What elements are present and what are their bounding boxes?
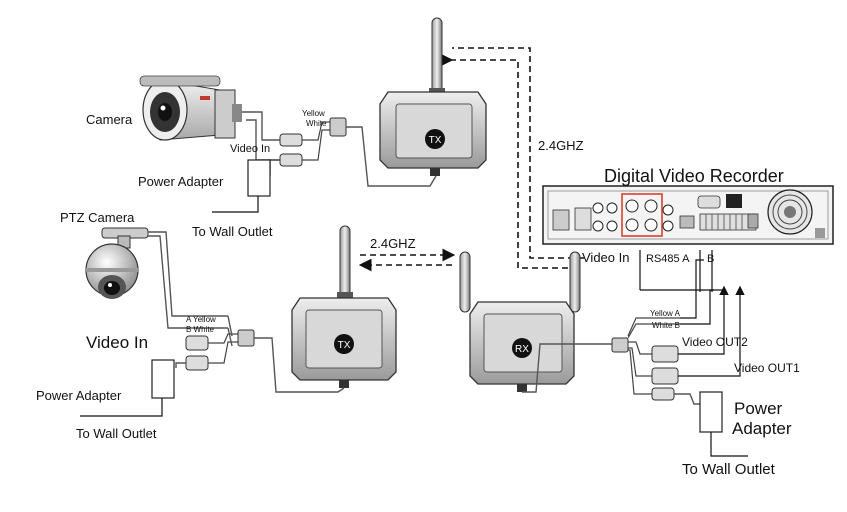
rf-link-top [440, 47, 584, 269]
video-in-left-label: Video In [86, 333, 148, 352]
antenna-icon [339, 225, 351, 297]
tx-transmitter-top: TX [379, 17, 487, 176]
video-in-top-label: Video In [230, 143, 270, 155]
digital-video-recorder [542, 185, 834, 245]
bnc-inputs [592, 202, 618, 232]
freq-top-label: 2.4GHZ [538, 138, 584, 153]
power-adapter-top-label: Power Adapter [138, 174, 224, 189]
power-adapter-icon [699, 391, 723, 433]
wall-outlet-left-label: To Wall Outlet [76, 426, 157, 441]
wire-a-yellow: A Yellow [186, 315, 216, 324]
rs485-terminal [699, 213, 757, 231]
video-in-dvr-label: Video In [582, 250, 629, 265]
rf-link-middle [358, 248, 456, 272]
rx-receiver: RX [459, 251, 581, 392]
antenna-icon [431, 17, 443, 93]
power-adapter-left-label: Power Adapter [36, 388, 122, 403]
wire-white-b: White B [652, 321, 680, 330]
ptz-camera-label: PTZ Camera [60, 210, 135, 225]
wiring-right [522, 250, 748, 457]
camera-label: Camera [86, 112, 133, 127]
video-out2-label: Video OUT2 [682, 335, 748, 349]
video-in-highlight [621, 193, 663, 237]
antenna-icon [569, 251, 581, 313]
wiring-top [212, 111, 437, 213]
video-out1-label: Video OUT1 [734, 361, 800, 375]
wire-white-top: White [306, 119, 327, 128]
power-adapter-right-line1: Power [734, 399, 783, 418]
freq-middle-label: 2.4GHZ [370, 236, 416, 251]
ptz-dome-camera [85, 227, 149, 299]
tx-badge-top [425, 129, 445, 149]
tx-transmitter-bottom: TX [291, 225, 397, 388]
wire-yellow-a: Yellow A [650, 309, 681, 318]
wiring-left [80, 231, 345, 417]
wall-outlet-top-label: To Wall Outlet [192, 224, 273, 239]
bullet-camera [139, 75, 242, 141]
rx-label: RX [515, 344, 529, 355]
tx-bottom-label: TX [338, 340, 351, 351]
rs485-a-label: RS485 A [646, 253, 690, 265]
rx-badge [512, 338, 532, 358]
dvr-title: Digital Video Recorder [604, 166, 784, 186]
antenna-icon [459, 251, 471, 313]
tx-badge-bottom [334, 334, 354, 354]
wire-b-white: B White [186, 325, 215, 334]
power-adapter-right-line2: Adapter [732, 419, 792, 438]
power-adapter-icon [247, 159, 271, 197]
rs485-b-label: B [707, 253, 714, 265]
wall-outlet-right-label: To Wall Outlet [682, 461, 776, 478]
wire-yellow-top: Yellow [302, 109, 325, 118]
tx-top-label: TX [429, 135, 442, 146]
power-adapter-icon [151, 359, 175, 399]
fan-icon [767, 189, 813, 235]
